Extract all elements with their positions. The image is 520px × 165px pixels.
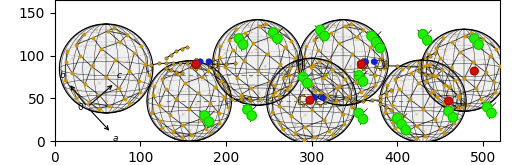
- Circle shape: [247, 111, 256, 120]
- Circle shape: [358, 77, 368, 86]
- Circle shape: [372, 59, 376, 64]
- Circle shape: [393, 114, 402, 123]
- Circle shape: [367, 31, 376, 41]
- Circle shape: [483, 102, 492, 112]
- Circle shape: [354, 71, 363, 80]
- Circle shape: [448, 113, 458, 122]
- Circle shape: [200, 111, 210, 120]
- Circle shape: [316, 25, 325, 35]
- Circle shape: [375, 43, 385, 53]
- Circle shape: [206, 59, 212, 64]
- Ellipse shape: [147, 61, 231, 141]
- Circle shape: [311, 95, 317, 100]
- Circle shape: [470, 34, 479, 43]
- Circle shape: [243, 105, 252, 114]
- Circle shape: [371, 37, 381, 47]
- Circle shape: [303, 78, 312, 88]
- Circle shape: [471, 67, 478, 75]
- Circle shape: [306, 96, 314, 104]
- Text: a: a: [113, 134, 119, 143]
- Circle shape: [354, 108, 363, 118]
- Ellipse shape: [380, 60, 466, 142]
- Text: b: b: [60, 71, 66, 81]
- Ellipse shape: [267, 58, 357, 144]
- Ellipse shape: [421, 29, 507, 111]
- Circle shape: [401, 125, 411, 135]
- Circle shape: [358, 114, 368, 124]
- Text: 0: 0: [77, 102, 83, 112]
- Ellipse shape: [59, 24, 153, 113]
- Circle shape: [298, 72, 308, 82]
- Circle shape: [445, 97, 452, 105]
- Circle shape: [474, 40, 483, 49]
- Circle shape: [487, 108, 496, 118]
- Circle shape: [204, 117, 214, 126]
- Circle shape: [198, 59, 203, 64]
- Circle shape: [357, 60, 365, 68]
- Circle shape: [397, 119, 406, 129]
- Circle shape: [234, 34, 243, 43]
- Circle shape: [320, 95, 326, 100]
- Circle shape: [239, 40, 248, 49]
- Circle shape: [444, 107, 453, 116]
- Circle shape: [268, 28, 278, 37]
- Circle shape: [320, 31, 329, 41]
- Ellipse shape: [298, 20, 388, 105]
- Ellipse shape: [213, 20, 303, 105]
- Circle shape: [418, 30, 427, 39]
- Circle shape: [192, 60, 200, 68]
- Text: c: c: [116, 71, 122, 81]
- Circle shape: [272, 34, 282, 43]
- Circle shape: [423, 35, 432, 45]
- Circle shape: [363, 59, 368, 64]
